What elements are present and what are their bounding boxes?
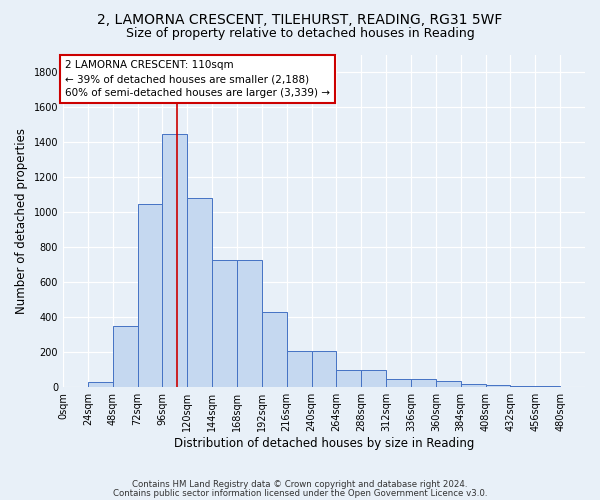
Bar: [361, 370, 386, 388]
Text: Size of property relative to detached houses in Reading: Size of property relative to detached ho…: [125, 28, 475, 40]
Bar: [212, 260, 237, 388]
Bar: [535, 386, 560, 388]
Bar: [337, 370, 361, 388]
Bar: [461, 384, 485, 388]
Bar: [88, 382, 113, 388]
Bar: [187, 198, 212, 388]
Bar: [485, 384, 511, 388]
Bar: [511, 386, 535, 388]
Bar: [137, 204, 163, 388]
Bar: [163, 134, 187, 388]
Bar: [287, 350, 311, 388]
Y-axis label: Number of detached properties: Number of detached properties: [15, 128, 28, 314]
Text: 2, LAMORNA CRESCENT, TILEHURST, READING, RG31 5WF: 2, LAMORNA CRESCENT, TILEHURST, READING,…: [97, 12, 503, 26]
X-axis label: Distribution of detached houses by size in Reading: Distribution of detached houses by size …: [174, 437, 474, 450]
Bar: [113, 326, 137, 388]
Bar: [237, 260, 262, 388]
Text: 2 LAMORNA CRESCENT: 110sqm
← 39% of detached houses are smaller (2,188)
60% of s: 2 LAMORNA CRESCENT: 110sqm ← 39% of deta…: [65, 60, 330, 98]
Text: Contains public sector information licensed under the Open Government Licence v3: Contains public sector information licen…: [113, 488, 487, 498]
Text: Contains HM Land Registry data © Crown copyright and database right 2024.: Contains HM Land Registry data © Crown c…: [132, 480, 468, 489]
Bar: [311, 350, 337, 388]
Bar: [262, 312, 287, 388]
Bar: [386, 378, 411, 388]
Bar: [411, 378, 436, 388]
Bar: [436, 381, 461, 388]
